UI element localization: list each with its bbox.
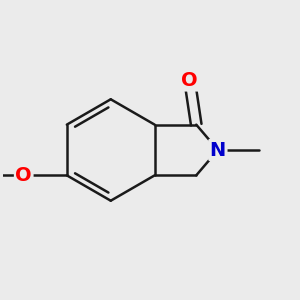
Text: O: O xyxy=(181,71,198,90)
Text: O: O xyxy=(15,166,32,185)
Text: N: N xyxy=(210,140,226,160)
